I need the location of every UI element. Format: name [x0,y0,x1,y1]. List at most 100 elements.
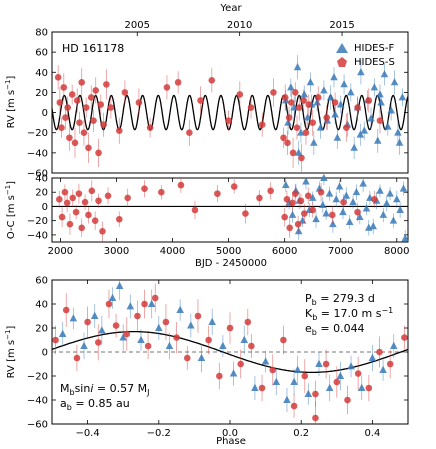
panel1-point-s-54 [343,124,350,131]
panel3-point-s-27 [333,378,341,386]
panel3-point-s-18 [237,360,244,368]
panel1-point-s-15 [87,94,95,101]
panel3-point-f-7 [126,302,135,310]
panel2-point-f-34 [396,205,404,213]
panel1-point-s-21 [103,81,110,88]
panel3-point-s-21 [269,366,277,374]
panel2-point-s-31 [292,190,299,197]
panel1-point-f-31 [384,122,392,130]
panel2-point-s-16 [115,215,123,223]
panel1-point-f-41 [395,138,404,146]
panel3-point-s-8 [134,312,141,320]
panel2-point-s-6 [72,208,80,216]
panel1-point-s-31 [208,77,216,84]
panel1-point-s-8 [71,139,79,147]
panel1-point-s-52 [323,114,331,121]
panel3-point-f-20 [261,357,270,365]
legend-marker-hides-f [336,43,348,53]
panel1-point-s-12 [80,129,88,137]
panel2-point-s-30 [289,199,296,207]
panel2-points [52,173,409,242]
panel2-point-f-20 [349,197,357,206]
panel1-point-s-2 [58,124,65,131]
panel2-point-s-15 [104,192,112,200]
panel3-point-s-0 [52,336,59,344]
legend-marker-hides-s [337,57,347,67]
panel1-point-s-11 [78,79,86,86]
panel2-point-f-8 [308,193,317,201]
panel1-top-tick-label-1: 2010 [227,20,252,31]
panel2-ytick-label-0: −40 [27,230,48,241]
panel3-point-s-10 [151,294,159,302]
panel3-point-f-25 [315,359,323,367]
panel1-title: HD 161178 [62,42,124,55]
panel1-point-s-32 [225,117,232,124]
panel1-point-s-55 [354,104,361,111]
panel1-point-s-25 [135,99,143,106]
panel1-point-f-7 [303,113,312,121]
panel1-point-f-30 [380,70,389,78]
legend-label-hides-f: HIDES-F [354,43,394,54]
panel3-y-ticks: −60 −40 −20 0 20 40 60 [27,276,408,431]
panel2-xlabel: BJD - 2450000 [195,258,267,269]
panel2-point-s-26 [267,187,274,195]
panel3-ytick-label-4: 20 [35,324,48,335]
panel1-point-f-33 [390,78,399,86]
panel3-ylabel: RV [m s−1] [4,326,17,379]
panel3-point-f-29 [357,383,366,391]
panel2-frame [51,177,409,243]
panel1-point-f-11 [316,123,325,131]
panel1-point-s-44 [293,124,301,131]
panel2-point-s-22 [214,190,221,197]
panel2-point-s-32 [294,220,302,228]
panel1-point-f-10 [313,98,321,106]
panel3-point-s-31 [376,348,383,356]
panel1-point-s-57 [376,117,384,124]
panel1-point-f-4 [293,63,302,71]
panel1-point-s-16 [90,117,97,124]
panel2-point-s-33 [297,197,305,205]
panel3-ytick-label-5: 40 [35,300,48,311]
panel2-point-s-3 [63,199,71,207]
panel3-point-s-22 [280,336,287,344]
panel2-point-f-17 [339,207,347,216]
panel3-point-f-18 [240,335,249,343]
panel1-point-s-24 [121,89,129,96]
panel3-point-f-22 [283,395,291,403]
panel2-point-s-12 [91,217,99,224]
panel2-point-s-24 [242,210,249,217]
panel2-xtick-label-6: 8000 [384,246,409,257]
panel2-point-f-9 [312,215,320,223]
panel1-point-f-36 [294,148,303,156]
panel1-point-s-33 [236,91,244,98]
panel1-point-s-1 [56,99,64,106]
panel1-point-s-46 [298,154,305,162]
panel1-point-s-45 [295,104,303,111]
panel3-point-s-34 [141,300,148,308]
panel3-xtick-label-2: 0.0 [222,428,238,439]
panel1-point-s-23 [115,127,123,134]
panel1-ylabel: RV [m s−1] [4,76,17,129]
panel3-point-f-6 [119,333,127,341]
panel2-point-f-26 [369,222,378,230]
panel2-point-f-0 [282,180,290,189]
panel2-xtick-label-3: 5000 [216,246,241,257]
panel3-point-f-10 [155,323,163,331]
panel1-point-s-38 [281,94,289,101]
panel1-point-s-9 [73,97,81,104]
panel3-point-s-4 [94,339,102,346]
panel3-point-s-9 [144,342,152,350]
panel3-point-s-17 [226,324,234,332]
panel1-point-f-16 [333,133,342,141]
panel2-point-f-24 [362,204,371,212]
panel2-point-s-4 [66,220,74,228]
panel2-point-f-23 [359,179,367,187]
annotation-period: Pb = 279.3 d [305,292,375,307]
panel2-point-s-34 [300,210,308,217]
panel1-point-f-21 [350,143,358,151]
panel2-point-f-31 [386,189,394,197]
panel1-point-s-41 [288,99,295,106]
panel2-point-s-5 [69,194,77,202]
panel2-point-s-27 [281,213,288,221]
legend-label-hides-s: HIDES-S [354,57,395,68]
